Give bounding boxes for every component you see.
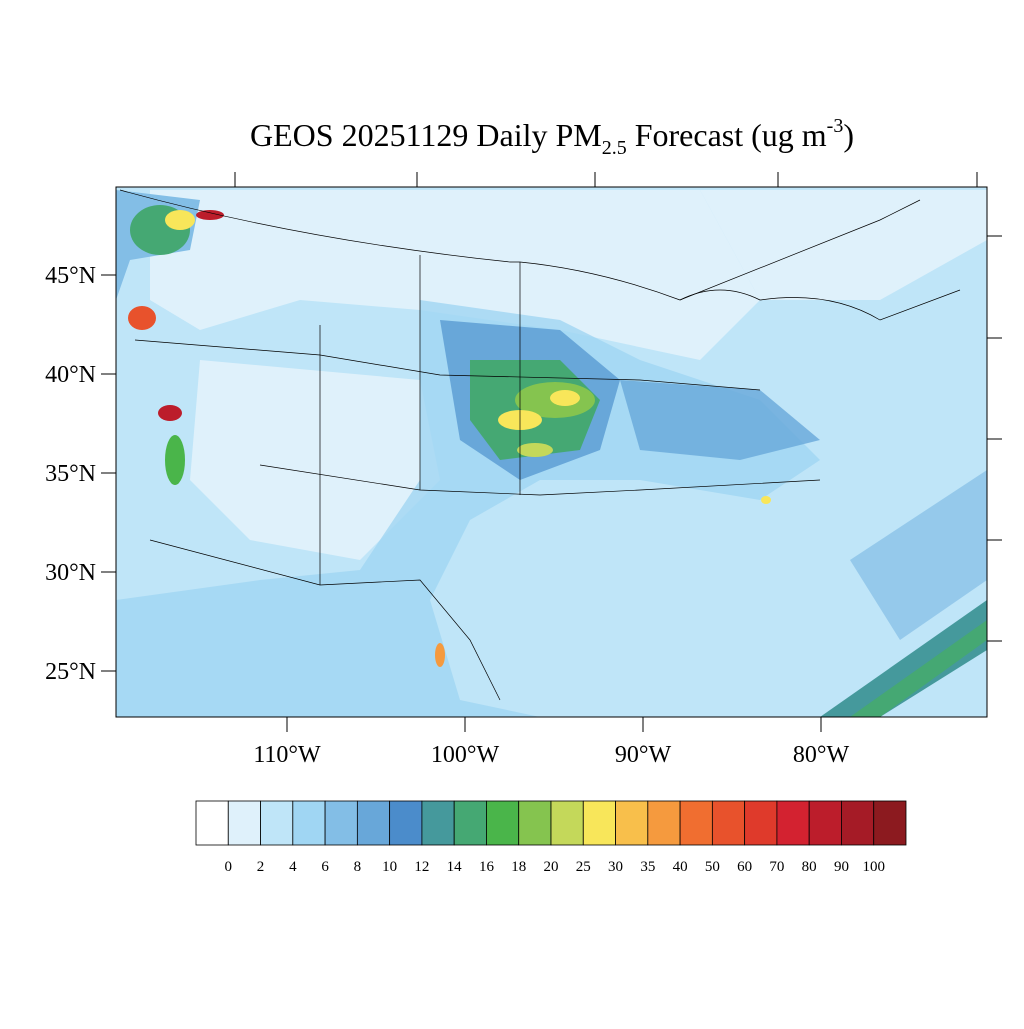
colorbar-label: 0 [225, 859, 233, 875]
lon-label: 110°W [253, 742, 321, 768]
colorbar-box [389, 800, 423, 846]
colorbar-box [195, 800, 229, 846]
colorbar-box [679, 800, 713, 846]
colorbar-box [744, 800, 778, 846]
lon-label: 100°W [431, 742, 500, 768]
colorbar-box [615, 800, 649, 846]
title-end: ) [843, 117, 854, 153]
colorbar-label: 100 [862, 859, 885, 875]
colorbar-label: 30 [608, 859, 623, 875]
axes: 45°N 40°N 35°N 30°N 25°N 110°W 100°W 90°W 80°W [45, 263, 849, 768]
colorbar-label: 20 [544, 859, 559, 875]
colorbar-box [518, 800, 552, 846]
colorbar-box [260, 800, 294, 846]
colorbar: 0 2 4 6 8 10 12 14 16 18 20 25 30 35 40 50 60 70 80 90 100 [195, 800, 907, 875]
colorbar-label: 14 [447, 859, 463, 875]
colorbar-label: 6 [321, 859, 329, 875]
colorbar-box [873, 800, 907, 846]
frame-ticks [234, 172, 1002, 642]
colorbar-label: 12 [414, 859, 429, 875]
lat-label: 25°N [45, 659, 96, 685]
colorbar-box [421, 800, 455, 846]
colorbar-box [324, 800, 358, 846]
colorbar-box [292, 800, 326, 846]
lon-label: 90°W [615, 742, 672, 768]
title: GEOS 20251129 Daily PM2.5 Forecast (ug m… [250, 115, 854, 159]
colorbar-label: 70 [769, 859, 784, 875]
lat-label: 30°N [45, 560, 96, 586]
map-frame [115, 186, 988, 718]
colorbar-label: 4 [289, 859, 297, 875]
colorbar-label: 10 [382, 859, 397, 875]
colorbar-label: 2 [257, 859, 265, 875]
title-rest: Forecast (ug m [627, 117, 827, 153]
colorbar-box [356, 800, 391, 846]
title-main: GEOS 20251129 Daily PM [250, 117, 602, 153]
colorbar-label: 35 [640, 859, 655, 875]
colorbar-box [550, 800, 584, 846]
title-sup: -3 [827, 115, 844, 137]
colorbar-box [808, 800, 842, 846]
lon-label: 80°W [793, 742, 850, 768]
colorbar-box [582, 800, 616, 846]
lat-label: 35°N [45, 461, 96, 487]
colorbar-label: 90 [834, 859, 849, 875]
colorbar-box [776, 800, 810, 846]
lat-label: 40°N [45, 362, 96, 388]
colorbar-box [227, 800, 261, 846]
colorbar-box [711, 800, 746, 846]
colorbar-box [453, 800, 487, 846]
colorbar-label: 40 [673, 859, 688, 875]
colorbar-label: 16 [479, 859, 495, 875]
boundaries [119, 189, 961, 701]
colorbar-label: 60 [737, 859, 752, 875]
lat-label: 45°N [45, 263, 96, 289]
colorbar-box [841, 800, 875, 846]
colorbar-label: 50 [705, 859, 720, 875]
colorbar-box [647, 800, 681, 846]
colorbar-label: 8 [354, 859, 362, 875]
colorbar-box [486, 800, 520, 846]
title-sub: 2.5 [602, 137, 627, 159]
colorbar-label: 18 [511, 859, 526, 875]
map-field [116, 187, 987, 717]
colorbar-label: 80 [802, 859, 817, 875]
colorbar-label: 25 [576, 859, 591, 875]
